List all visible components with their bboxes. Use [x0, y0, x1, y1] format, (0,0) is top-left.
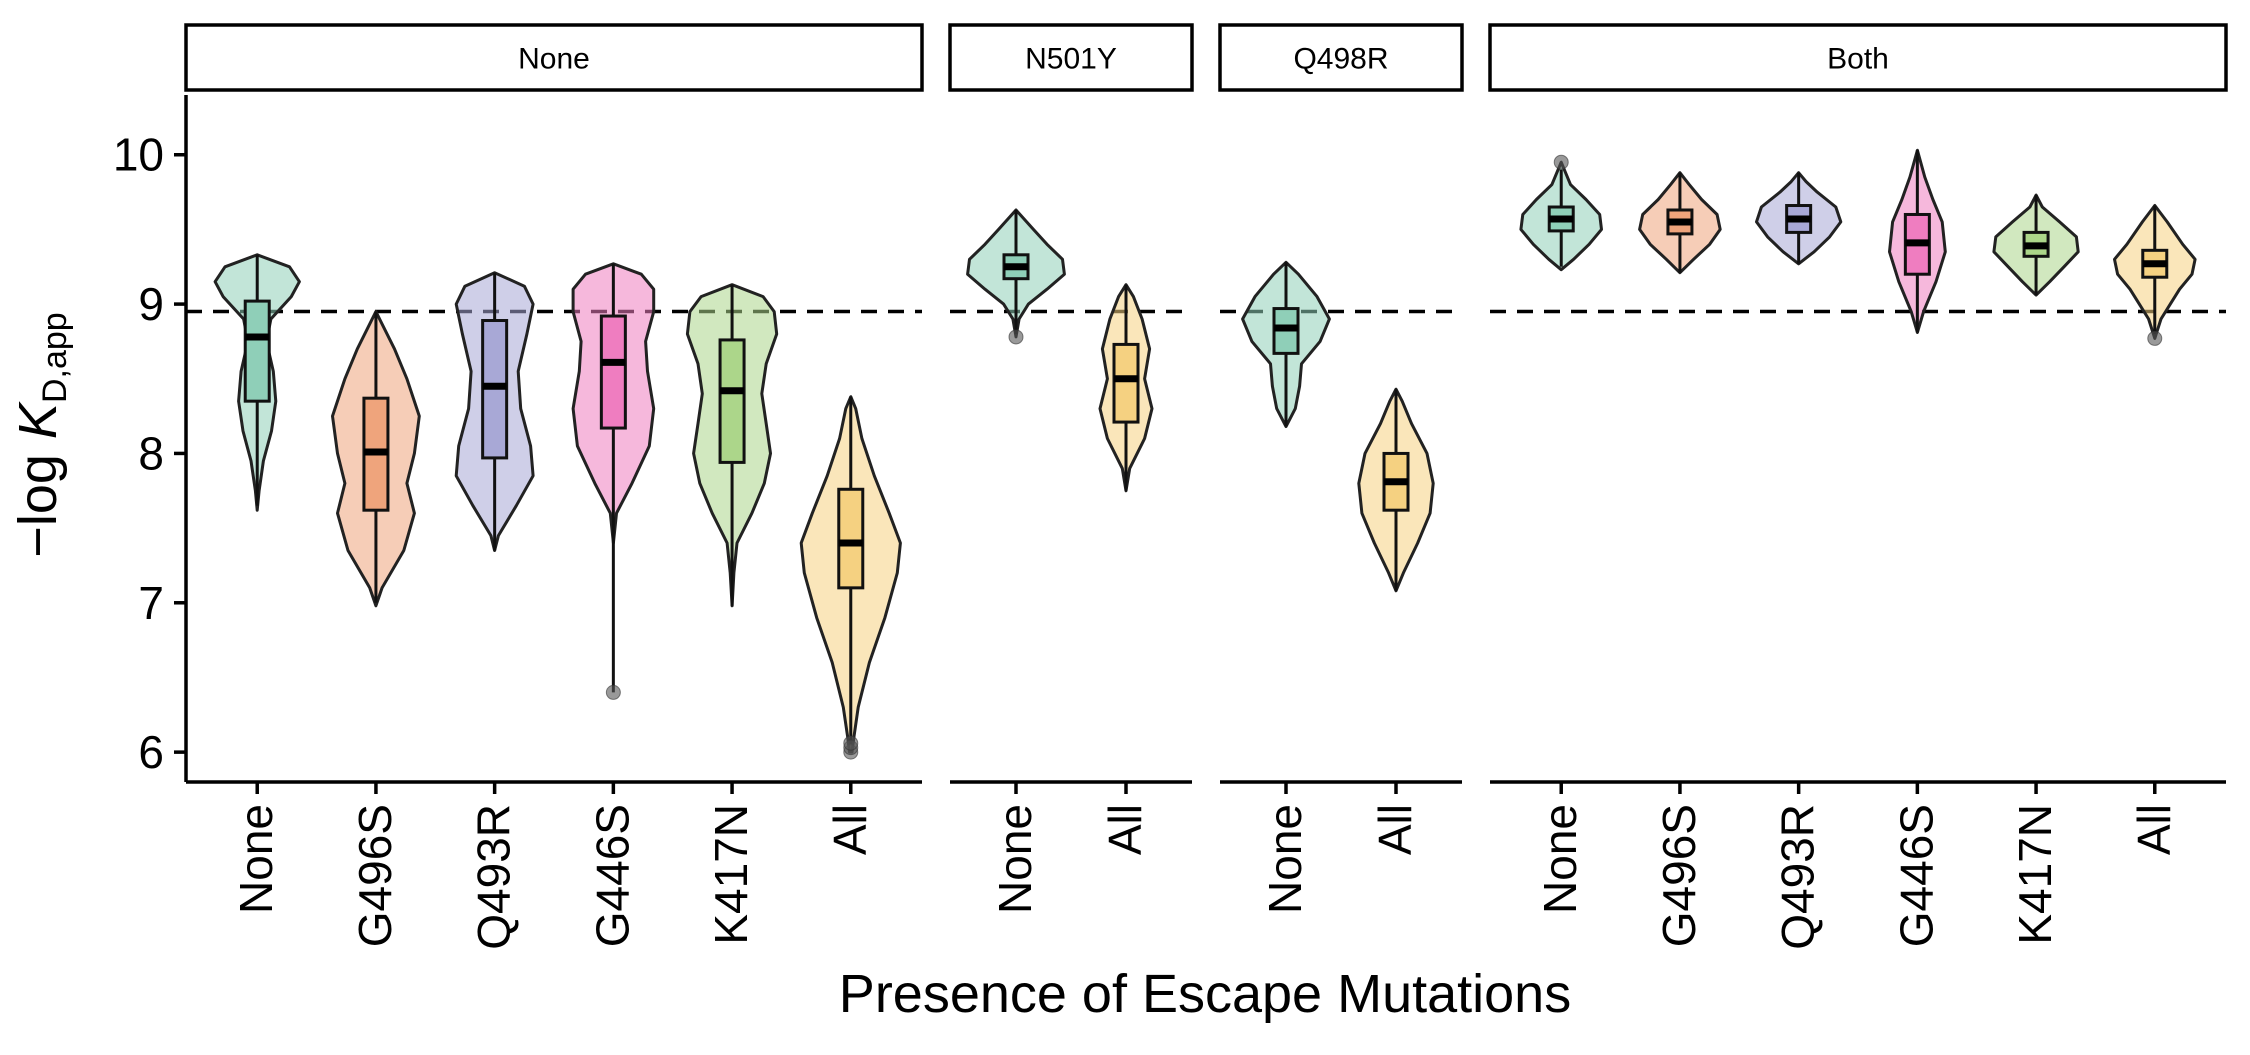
x-tick-label: None	[1534, 804, 1586, 914]
x-tick-label: G496S	[1653, 804, 1705, 947]
x-tick-label: Q493R	[1772, 804, 1824, 950]
facet-strip-label: Q498R	[1293, 43, 1388, 76]
facet-strip	[184, 23, 924, 92]
x-tick-label: Q493R	[468, 804, 520, 950]
x-tick-label: All	[1369, 804, 1421, 855]
tick-labels: 6 7 8 9 10 None G496S Q493R G446S K417N All None All…	[113, 129, 2180, 950]
y-tick-label: 9	[138, 278, 164, 330]
outlier-point	[1008, 329, 1024, 345]
y-axis-title-prefix: −log	[8, 439, 68, 558]
x-tick-label: All	[1099, 804, 1151, 855]
x-tick-label: G446S	[586, 804, 638, 947]
box-iqr	[243, 299, 271, 403]
x-tick-label: None	[1259, 804, 1311, 914]
x-tick-label: G446S	[1890, 804, 1942, 947]
y-axis-title-subscript: D,app	[36, 312, 74, 403]
outlier-point	[605, 684, 621, 700]
y-tick-label: 7	[138, 577, 164, 629]
box-iqr	[599, 314, 627, 430]
x-tick-label: K417N	[705, 804, 757, 945]
x-tick-label: G496S	[349, 804, 401, 947]
axes	[174, 95, 2226, 794]
x-tick-label: All	[2128, 804, 2180, 855]
box-iqr	[837, 487, 865, 590]
box-iqr	[718, 338, 746, 464]
box-iqr	[1112, 342, 1140, 424]
facet-strip-label: Both	[1827, 43, 1889, 76]
facet-strips: None N501Y Q498R Both	[184, 23, 2228, 92]
outlier-point	[2147, 330, 2163, 346]
facet-strip	[1488, 23, 2228, 92]
y-axis-title: −log KD,app	[8, 312, 74, 557]
outlier-point	[843, 735, 859, 751]
facet-strip	[1218, 23, 1464, 92]
x-tick-label: All	[824, 804, 876, 855]
facet-strip-label: N501Y	[1025, 43, 1117, 76]
x-tick-label: K417N	[2009, 804, 2061, 945]
x-tick-label: None	[230, 804, 282, 914]
outlier-point	[1553, 154, 1569, 170]
violin-marks	[213, 148, 2197, 760]
facet-strip	[948, 23, 1194, 92]
y-tick-label: 6	[138, 726, 164, 778]
y-axis-title-variable: K	[8, 401, 68, 439]
facet-strip-label: None	[518, 43, 590, 76]
x-axis-title: Presence of Escape Mutations	[839, 964, 1571, 1024]
x-tick-label: None	[989, 804, 1041, 914]
y-tick-label: 10	[113, 129, 164, 181]
y-tick-label: 8	[138, 427, 164, 479]
